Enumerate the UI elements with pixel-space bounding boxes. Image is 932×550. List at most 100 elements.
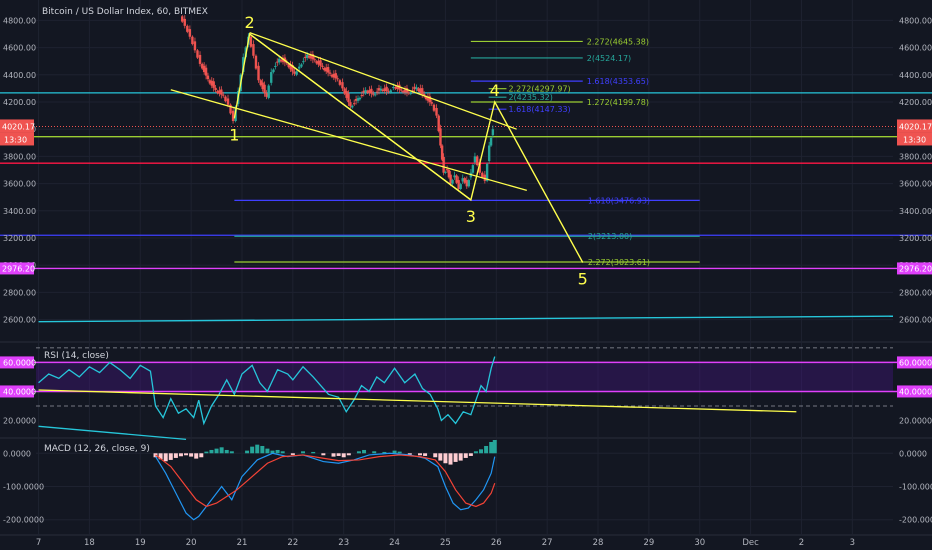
candle-body[interactable] [274,65,277,67]
macd-histogram-bar[interactable] [492,440,497,454]
macd-histogram-bar[interactable] [189,453,194,457]
candle-body[interactable] [417,88,420,91]
candle-body[interactable] [295,71,298,75]
macd-line[interactable] [155,452,496,521]
candle-body[interactable] [356,98,360,101]
candle-body[interactable] [325,67,328,72]
macd-histogram-bar[interactable] [224,449,229,454]
macd-histogram-bar[interactable] [468,453,473,456]
candle-body[interactable] [270,72,273,83]
macd-histogram-bar[interactable] [168,453,173,460]
candle-body[interactable] [267,85,270,98]
macd-histogram-bar[interactable] [448,453,453,465]
candle-body[interactable] [385,86,388,92]
candle-body[interactable] [206,75,210,80]
candle-body[interactable] [358,97,362,100]
macd-histogram-bar[interactable] [250,446,255,454]
macd-histogram-bar[interactable] [260,445,265,454]
candle-body[interactable] [457,180,460,190]
candle-body[interactable] [442,156,445,173]
candle-body[interactable] [257,65,260,81]
macd-histogram-bar[interactable] [438,453,443,461]
candle-body[interactable] [465,180,468,187]
candle-body[interactable] [370,88,373,94]
candle-body[interactable] [231,110,235,122]
candle-body[interactable] [411,90,414,92]
candle-body[interactable] [440,145,444,160]
candle-body[interactable] [467,180,471,187]
candle-body[interactable] [396,85,399,90]
candle-body[interactable] [409,93,412,95]
candle-body[interactable] [453,175,456,178]
candle-body[interactable] [476,156,479,166]
candle-body[interactable] [319,60,322,66]
macd-histogram-bar[interactable] [423,453,428,456]
candle-body[interactable] [407,92,411,94]
candle-body[interactable] [487,145,491,162]
candle-body[interactable] [183,18,186,26]
candle-body[interactable] [461,178,464,182]
candle-body[interactable] [394,87,397,89]
candle-body[interactable] [401,91,405,93]
candle-body[interactable] [381,89,385,91]
candle-body[interactable] [437,115,440,132]
candle-body[interactable] [447,170,451,178]
rsi-pane[interactable] [0,347,932,441]
candle-body[interactable] [281,58,285,62]
candle-body[interactable] [265,92,268,97]
candle-body[interactable] [415,87,418,90]
candle-body[interactable] [254,55,258,69]
macd-histogram-bar[interactable] [336,453,341,456]
macd-histogram-bar[interactable] [229,451,234,454]
candle-body[interactable] [285,62,289,64]
candle-body[interactable] [330,74,334,77]
candle-body[interactable] [491,129,495,136]
candle-body[interactable] [481,172,484,178]
candle-body[interactable] [229,104,232,114]
candle-body[interactable] [419,88,422,93]
candle-body[interactable] [372,93,375,95]
candle-body[interactable] [220,89,223,95]
candle-body[interactable] [307,55,311,58]
candle-body[interactable] [455,175,458,183]
candle-body[interactable] [326,67,330,73]
macd-histogram-bar[interactable] [311,451,316,454]
candle-body[interactable] [403,89,407,93]
candle-body[interactable] [463,178,466,183]
macd-histogram-bar[interactable] [178,453,183,457]
price-pane[interactable]: 2.272(4645.38) 2(4524.17) 1.618(4353.65) 2.… [0,13,932,323]
candle-body[interactable] [341,82,344,89]
macd-histogram-bar[interactable] [184,453,189,456]
candle-body[interactable] [214,87,217,91]
candle-body[interactable] [471,165,475,173]
candle-body[interactable] [383,88,386,92]
candle-body[interactable] [193,41,197,51]
candle-body[interactable] [210,80,213,86]
trend-line[interactable] [170,89,527,192]
macd-histogram-bar[interactable] [265,448,270,454]
candle-body[interactable] [198,54,202,64]
macd-histogram-bar[interactable] [479,449,484,454]
macd-pane[interactable] [153,440,497,521]
candle-body[interactable] [483,174,487,181]
macd-histogram-bar[interactable] [209,449,214,454]
candle-body[interactable] [196,50,199,58]
candle-body[interactable] [289,64,292,70]
macd-histogram-bar[interactable] [214,448,219,454]
candle-body[interactable] [424,96,428,100]
candle-body[interactable] [315,61,318,64]
candle-body[interactable] [218,90,221,94]
macd-histogram-bar[interactable] [290,453,295,455]
candle-body[interactable] [272,69,275,73]
macd-histogram-bar[interactable] [199,453,204,458]
candle-body[interactable] [364,90,367,93]
candle-body[interactable] [400,89,403,91]
candle-body[interactable] [293,71,296,74]
candle-body[interactable] [323,68,326,71]
candle-body[interactable] [362,90,365,93]
candle-body[interactable] [451,180,454,184]
candle-body[interactable] [338,80,342,85]
candle-body[interactable] [379,88,383,91]
candle-body[interactable] [366,91,369,93]
rsi-trend-line[interactable] [38,425,187,441]
